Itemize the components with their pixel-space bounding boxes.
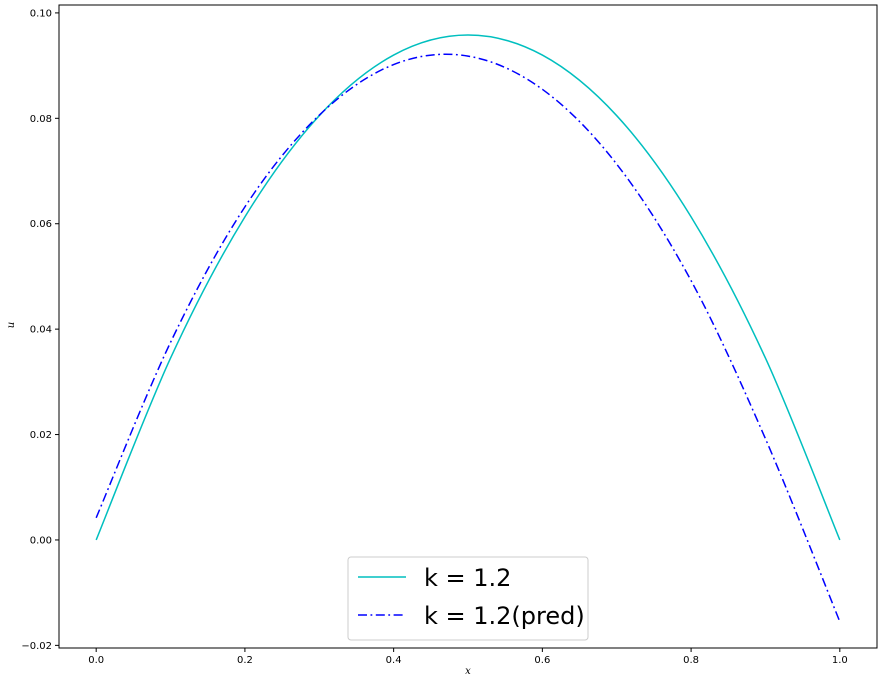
x-tick-label: 0.2 — [237, 655, 253, 666]
legend-label-2: k = 1.2(pred) — [424, 602, 585, 630]
x-tick-label: 1.0 — [832, 655, 848, 666]
legend: k = 1.2 k = 1.2(pred) — [347, 556, 589, 641]
series-line-1 — [95, 34, 841, 541]
y-tick-label: 0.10 — [30, 8, 52, 19]
y-tick-label: 0.06 — [30, 219, 52, 230]
x-axis-ticks: 0.0 0.2 0.4 0.6 0.8 1.0 — [88, 648, 848, 666]
y-axis-ticks: −0.02 0.00 0.02 0.04 0.06 0.08 0.10 — [21, 8, 59, 652]
x-tick-label: 0.4 — [386, 655, 402, 666]
x-tick-label: 0.0 — [88, 655, 104, 666]
y-tick-label: 0.08 — [30, 114, 52, 125]
y-tick-label: 0.04 — [30, 325, 52, 336]
y-tick-label: 0.00 — [30, 535, 52, 546]
y-tick-label: 0.02 — [30, 430, 52, 441]
y-axis-label: u — [6, 322, 17, 328]
y-tick-label: −0.02 — [21, 641, 52, 652]
legend-label-1: k = 1.2 — [424, 564, 511, 592]
series-line-2 — [95, 53, 841, 622]
x-axis-label: x — [465, 666, 471, 677]
plot-frame — [58, 4, 878, 649]
x-tick-label: 0.8 — [683, 655, 699, 666]
legend-box — [347, 556, 589, 641]
plot-background — [59, 5, 877, 648]
plot-area — [58, 4, 878, 649]
x-tick-label: 0.6 — [534, 655, 550, 666]
